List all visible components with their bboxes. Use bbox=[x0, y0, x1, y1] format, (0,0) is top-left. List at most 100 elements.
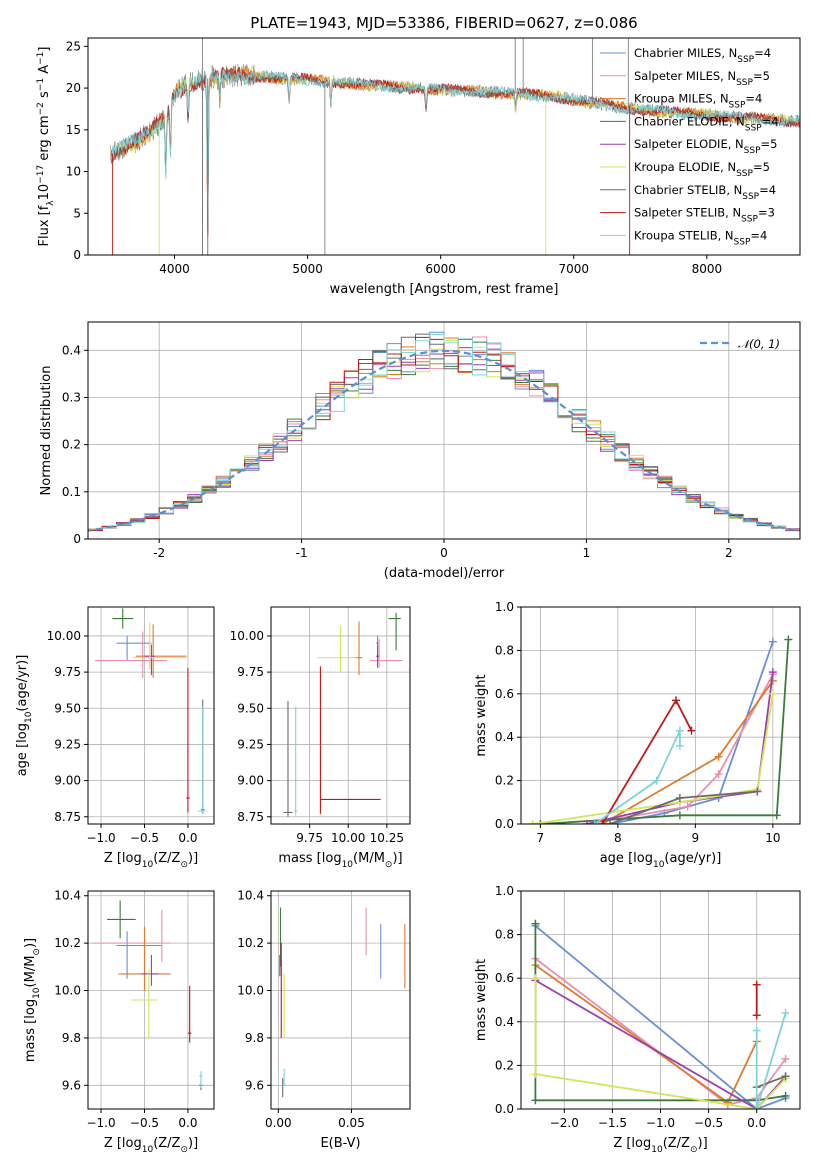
chart-title: PLATE=1943, MJD=53386, FIBERID=0627, z=0… bbox=[250, 14, 637, 32]
x-tick-label: 9.75 bbox=[296, 831, 323, 845]
axes-frame bbox=[87, 37, 801, 256]
y-tick-label: 10 bbox=[66, 165, 81, 179]
axes-frame bbox=[87, 890, 215, 1110]
axes-frame bbox=[270, 890, 411, 1110]
y-tick-label: 9.00 bbox=[54, 774, 81, 788]
y-tick-label: 0.4 bbox=[495, 1015, 514, 1029]
series-line bbox=[534, 925, 786, 1109]
x-tick-label: −2.0 bbox=[550, 1116, 579, 1130]
series-line bbox=[601, 680, 774, 824]
errorbar-kroupa-stelib bbox=[294, 706, 298, 816]
legend-entry: Salpeter STELIB, NSSP=3 bbox=[634, 206, 775, 225]
y-tick-label: 15 bbox=[66, 123, 81, 137]
y-tick-label: 0.2 bbox=[495, 774, 514, 788]
axes-z-mass: −1.0 −0.5 0.0 9.6 9.8 10.0 10.2 10.4 Z [log10(Z/… bbox=[23, 889, 215, 1155]
x-tick-label: 2 bbox=[725, 546, 733, 560]
legend-entry: Salpeter ELODIE, NSSP=5 bbox=[634, 137, 777, 156]
x-axis-label: age [log10(age/yr)] bbox=[600, 851, 722, 870]
y-tick-label: 0.2 bbox=[495, 1058, 514, 1072]
x-tick-label: 0.0 bbox=[178, 1116, 197, 1130]
y-tick-label: 25 bbox=[66, 39, 81, 53]
y-tick-label: 0.2 bbox=[62, 438, 81, 452]
series-salpeter-stelib bbox=[598, 696, 696, 824]
errorbar-chabrier-miles bbox=[116, 635, 152, 661]
y-tick-label: 9.6 bbox=[62, 1078, 81, 1092]
series-line bbox=[540, 639, 790, 824]
x-tick-label: 0.05 bbox=[338, 1116, 365, 1130]
y-tick-label: 20 bbox=[66, 81, 81, 95]
errorbar-kroupa-elodie bbox=[317, 625, 356, 673]
plot-area bbox=[531, 919, 790, 1109]
y-tick-label: 10.2 bbox=[54, 936, 81, 950]
x-tick-label: 1 bbox=[583, 546, 591, 560]
series-line bbox=[586, 673, 774, 824]
series-line bbox=[756, 1075, 786, 1089]
y-tick-label: 10.4 bbox=[237, 889, 264, 903]
x-tick-label: -1 bbox=[296, 546, 308, 560]
errorbar-chabrier-elodie bbox=[112, 608, 134, 629]
x-tick-label: 4000 bbox=[159, 262, 190, 276]
y-tick-label: 0.8 bbox=[495, 643, 514, 657]
x-tick-label: 9 bbox=[692, 831, 700, 845]
series-chabrier-stelib bbox=[606, 787, 762, 824]
legend-entry: Kroupa STELIB, NSSP=4 bbox=[634, 228, 767, 247]
series-line bbox=[534, 978, 787, 1109]
x-tick-label: 0.0 bbox=[747, 1116, 766, 1130]
x-tick-label: 8000 bbox=[692, 262, 723, 276]
x-tick-label: 10.00 bbox=[331, 831, 365, 845]
errorbar-salpeter-stelib bbox=[319, 666, 381, 814]
errorbar-salpeter-miles bbox=[369, 638, 403, 668]
series-kroupa-stelib bbox=[752, 1009, 790, 1109]
y-tick-label: 0.4 bbox=[495, 730, 514, 744]
y-tick-label: 0.3 bbox=[62, 390, 81, 404]
model-spectrum-kroupa-stelib bbox=[110, 69, 800, 220]
axes-residuals: -2 -1 0 1 2 0 0.1 0.2 0.3 0.4 (data-model)/error No… bbox=[39, 321, 801, 581]
x-tick-label: 8 bbox=[614, 831, 622, 845]
y-tick-label: 0 bbox=[73, 248, 81, 262]
x-tick-label: −0.5 bbox=[694, 1116, 723, 1130]
x-tick-label: −0.5 bbox=[130, 831, 159, 845]
errorbar-kroupa-miles bbox=[355, 621, 363, 675]
y-tick-label: 9.8 bbox=[245, 1031, 264, 1045]
y-tick-label: 1.0 bbox=[495, 884, 514, 898]
y-axis-label: age [log10(age/yr)] bbox=[15, 655, 34, 777]
plot-area bbox=[528, 635, 793, 824]
errorbar-kroupa-stelib bbox=[199, 1071, 203, 1088]
x-axis-label: (data-model)/error bbox=[384, 566, 505, 581]
y-tick-label: 8.75 bbox=[237, 810, 264, 824]
axes-ebv-mass: 0.00 0.05 9.6 9.8 10.0 10.2 10.4 E(B-V) bbox=[237, 889, 411, 1151]
x-tick-label: −1.5 bbox=[598, 1116, 627, 1130]
axes-age-weight: 7 8 9 10 0.0 0.2 0.4 0.6 0.8 1.0 age [log10(age/yr… bbox=[474, 600, 801, 870]
errorbar-salpeter-miles bbox=[94, 631, 168, 678]
errorbar-salpeter-miles bbox=[92, 909, 171, 963]
errorbar-chabrier-elodie bbox=[388, 612, 401, 651]
x-tick-label: 7 bbox=[537, 831, 545, 845]
y-tick-label: 9.50 bbox=[237, 701, 264, 715]
y-tick-label: 9.75 bbox=[237, 665, 264, 679]
axes-frame bbox=[87, 606, 215, 825]
axes-frame bbox=[520, 606, 801, 825]
series-chabrier-elodie bbox=[536, 635, 793, 824]
x-axis-label: Z [log10(Z/Z⊙)] bbox=[104, 1136, 198, 1155]
y-tick-label: 10.2 bbox=[237, 936, 264, 950]
x-tick-label: -2 bbox=[153, 546, 165, 560]
x-tick-label: 10 bbox=[765, 831, 780, 845]
x-tick-label: 5000 bbox=[292, 262, 323, 276]
x-tick-label: 10.25 bbox=[370, 831, 404, 845]
y-tick-label: 9.25 bbox=[54, 737, 81, 751]
legend-entry: Kroupa MILES, NSSP=4 bbox=[634, 92, 762, 111]
x-tick-label: 0.0 bbox=[178, 831, 197, 845]
x-axis-label: wavelength [Angstrom, rest frame] bbox=[330, 282, 559, 297]
errorbar-kroupa-elodie bbox=[131, 969, 158, 1038]
y-tick-label: 0.0 bbox=[495, 817, 514, 831]
legend-entry: Chabrier MILES, NSSP=4 bbox=[634, 46, 771, 65]
x-axis-label: Z [log10(Z/Z⊙)] bbox=[104, 851, 198, 870]
y-tick-label: 9.50 bbox=[54, 701, 81, 715]
legend-entry: Salpeter MILES, NSSP=5 bbox=[634, 69, 770, 88]
axes-z-weight: −2.0 −1.5 −1.0 −0.5 0.0 0.0 0.2 0.4 0.6 0.8 1.0 Z [… bbox=[474, 884, 801, 1155]
y-tick-label: 8.75 bbox=[54, 810, 81, 824]
y-tick-label: 9.6 bbox=[245, 1078, 264, 1092]
y-tick-label: 0.6 bbox=[495, 687, 514, 701]
axes-frame bbox=[270, 606, 411, 825]
x-tick-label: 0.00 bbox=[265, 1116, 292, 1130]
